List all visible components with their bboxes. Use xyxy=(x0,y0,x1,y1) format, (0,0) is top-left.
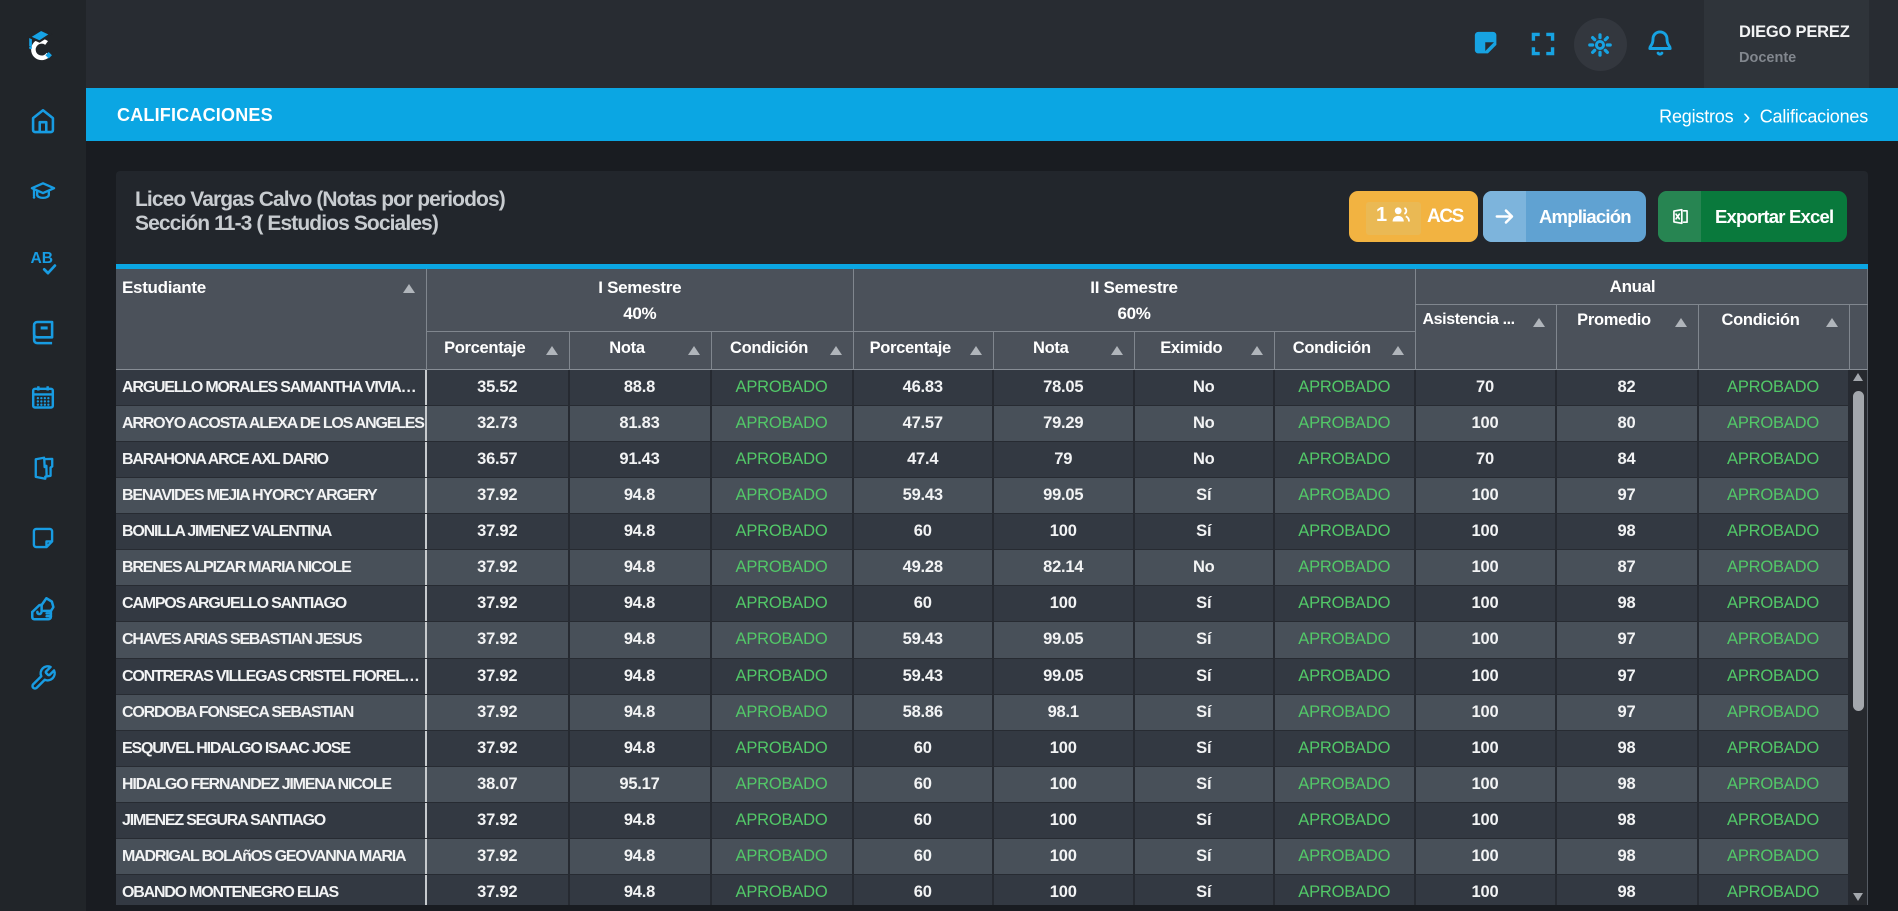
svg-text:AB: AB xyxy=(31,250,54,267)
